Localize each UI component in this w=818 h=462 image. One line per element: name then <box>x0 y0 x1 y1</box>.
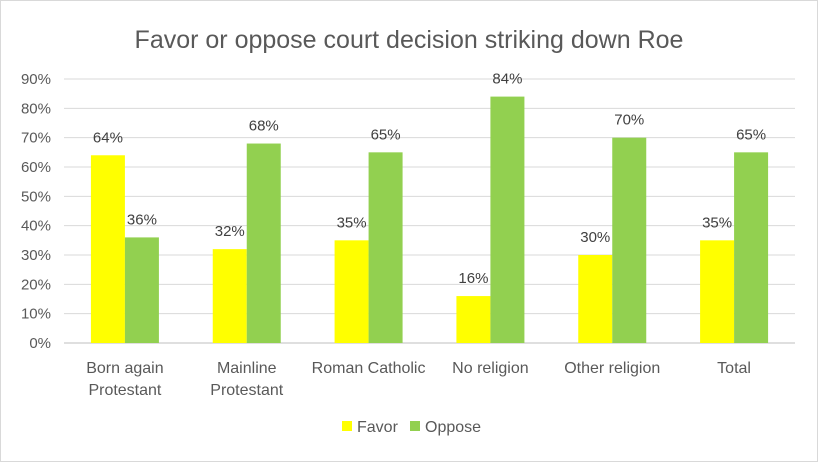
data-label: 16% <box>458 270 488 287</box>
y-tick-label: 20% <box>21 276 51 293</box>
data-label: 68% <box>249 118 279 135</box>
data-label: 64% <box>93 129 123 146</box>
gridlines <box>64 78 795 344</box>
data-label: 84% <box>492 71 522 88</box>
y-tick-label: 0% <box>29 335 51 352</box>
bar-oppose <box>368 152 403 343</box>
y-axis-tick-labels: 0% 10% 20% 30% 40% 50% 60% 70% 80% 90% <box>21 71 51 352</box>
bar-oppose <box>246 143 281 343</box>
x-axis-category-labels: Born again Protestant Mainline Protestant Ro… <box>86 360 751 399</box>
category-label: Protestant <box>210 382 283 399</box>
y-tick-label: 60% <box>21 159 51 176</box>
bar-oppose <box>490 96 525 343</box>
data-labels: 64% 36% 32% 68% 35% 65% 16% 84% 30% 70% 35% 65% <box>93 71 766 287</box>
data-label: 65% <box>371 126 401 143</box>
bars <box>90 96 769 343</box>
legend-label-favor: Favor <box>357 419 399 436</box>
data-label: 35% <box>337 214 367 231</box>
category-label: Total <box>717 360 751 377</box>
data-label: 36% <box>127 211 157 228</box>
chart-title: Favor or oppose court decision striking … <box>135 26 684 54</box>
data-label: 35% <box>702 214 732 231</box>
bar-oppose <box>734 152 769 343</box>
category-label: Born again <box>86 360 163 377</box>
bar-favor <box>578 255 613 343</box>
y-tick-label: 40% <box>21 218 51 235</box>
y-tick-label: 90% <box>21 71 51 88</box>
legend-swatch-oppose <box>410 421 420 431</box>
bar-favor <box>212 249 247 343</box>
data-label: 65% <box>736 126 766 143</box>
y-tick-label: 70% <box>21 130 51 147</box>
bar-oppose <box>124 237 159 343</box>
legend: Favor Oppose <box>342 419 481 436</box>
bar-favor <box>334 240 369 343</box>
bar-oppose <box>612 137 647 343</box>
legend-swatch-favor <box>342 421 352 431</box>
category-label: Mainline <box>217 360 277 377</box>
y-tick-label: 30% <box>21 247 51 264</box>
y-tick-label: 80% <box>21 100 51 117</box>
y-tick-label: 50% <box>21 188 51 205</box>
y-tick-label: 10% <box>21 306 51 323</box>
data-label: 70% <box>614 112 644 129</box>
category-label: Protestant <box>88 382 161 399</box>
bar-favor <box>700 240 735 343</box>
category-label: Roman Catholic <box>312 360 426 377</box>
data-label: 32% <box>215 223 245 240</box>
bar-favor <box>456 296 491 343</box>
legend-label-oppose: Oppose <box>425 419 481 436</box>
category-label: No religion <box>452 360 528 377</box>
category-label: Other religion <box>564 360 660 377</box>
data-label: 30% <box>580 229 610 246</box>
bar-favor <box>90 155 125 343</box>
